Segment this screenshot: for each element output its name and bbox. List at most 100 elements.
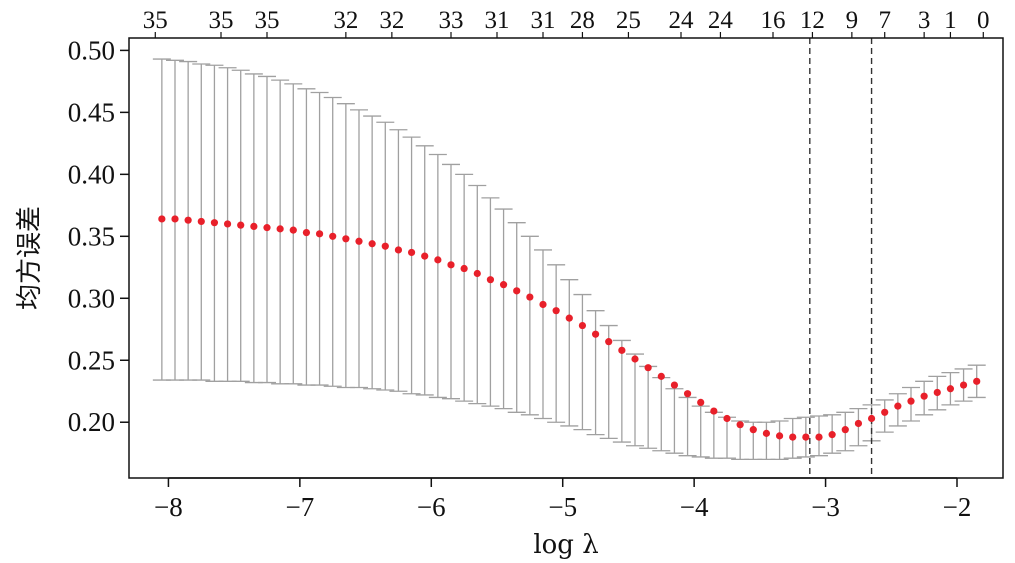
data-point — [828, 431, 836, 439]
data-point — [710, 407, 718, 415]
data-point — [197, 217, 205, 226]
data-point — [302, 228, 311, 237]
top-tick-label: 31 — [485, 7, 510, 34]
y-tick-label: 0.20 — [68, 407, 115, 437]
top-tick-label: 33 — [439, 7, 464, 34]
data-point — [460, 264, 468, 273]
data-point — [670, 381, 679, 389]
top-tick-label: 31 — [531, 7, 556, 34]
y-tick-label: 0.25 — [68, 345, 115, 375]
data-point — [171, 215, 179, 223]
data-point — [683, 390, 692, 398]
y-tick-label: 0.45 — [68, 97, 115, 127]
x-axis-title: log λ — [533, 530, 598, 560]
data-point — [184, 216, 192, 224]
error-bar — [520, 235, 539, 416]
data-point — [959, 381, 968, 389]
error-bar — [468, 184, 487, 405]
x-axis: −8 −7 −6 −5 −4 −3 −2 — [154, 477, 972, 522]
data-point — [223, 220, 232, 228]
x-tick-label: −3 — [811, 492, 840, 522]
data-point — [907, 397, 915, 405]
error-bar — [507, 222, 526, 413]
data-point — [368, 240, 376, 248]
data-point — [250, 222, 258, 230]
error-bar — [586, 310, 605, 436]
data-point — [289, 226, 297, 234]
data-point — [565, 314, 573, 322]
data-point — [237, 221, 245, 229]
error-bar — [770, 420, 789, 461]
error-bar — [336, 103, 355, 389]
top-tick-label: 9 — [846, 7, 859, 34]
data-point — [894, 402, 902, 410]
y-axis-title: 均方误差 — [15, 206, 45, 310]
data-point — [749, 426, 757, 434]
data-point — [447, 261, 455, 269]
data-point — [578, 321, 587, 330]
error-bar — [573, 293, 592, 431]
error-bar — [481, 197, 500, 407]
x-tick-label: −6 — [417, 492, 446, 522]
data-point — [762, 429, 771, 437]
error-bar — [415, 145, 434, 396]
error-bar — [376, 121, 395, 391]
error-bar — [350, 109, 368, 389]
data-point — [723, 414, 731, 423]
top-tick-label: 24 — [669, 7, 695, 34]
data-point — [158, 215, 166, 223]
error-bars — [152, 58, 986, 461]
error-bar — [363, 115, 382, 390]
data-point — [854, 419, 863, 428]
data-point — [736, 421, 744, 429]
data-point — [618, 346, 626, 354]
top-tick-label: 28 — [570, 7, 595, 34]
error-bar — [626, 353, 644, 447]
x-tick-label: −4 — [680, 492, 709, 522]
top-tick-label: 16 — [761, 7, 786, 34]
data-point — [867, 414, 876, 423]
error-bar — [875, 399, 894, 433]
data-point — [697, 398, 705, 406]
y-axis: 0.20 0.25 0.30 0.35 0.40 0.45 0.50 — [68, 35, 129, 437]
y-tick-label: 0.35 — [68, 221, 115, 251]
error-bar — [494, 208, 513, 410]
error-bar — [665, 388, 684, 454]
data-point — [499, 281, 508, 289]
error-bar — [639, 365, 658, 449]
data-points — [158, 215, 981, 441]
data-point — [434, 256, 442, 264]
x-tick-label: −2 — [943, 492, 972, 522]
data-point — [526, 293, 534, 301]
data-point — [802, 433, 810, 441]
error-bar — [547, 264, 566, 423]
data-point — [407, 248, 416, 257]
top-tick-label: 35 — [255, 7, 280, 34]
error-bar — [691, 405, 710, 458]
data-point — [657, 372, 665, 380]
y-tick-label: 0.30 — [68, 283, 115, 313]
top-tick-label: 24 — [708, 7, 734, 34]
data-point — [381, 242, 389, 250]
data-point — [421, 252, 429, 260]
error-bar — [757, 421, 776, 461]
top-tick-label: 7 — [878, 7, 891, 34]
data-point — [631, 355, 639, 363]
data-point — [605, 338, 613, 346]
error-bar — [297, 88, 316, 386]
data-point — [342, 235, 350, 243]
data-point — [552, 307, 560, 315]
error-bar — [718, 416, 736, 459]
data-point — [946, 385, 955, 393]
data-point — [920, 392, 928, 400]
data-point — [591, 330, 600, 338]
data-point — [210, 219, 219, 227]
error-bar — [534, 249, 552, 420]
top-tick-label: 12 — [800, 7, 825, 34]
data-point — [644, 364, 652, 372]
error-bar — [455, 173, 474, 402]
data-point — [315, 230, 324, 238]
data-point — [513, 287, 521, 295]
error-bar — [678, 396, 697, 457]
